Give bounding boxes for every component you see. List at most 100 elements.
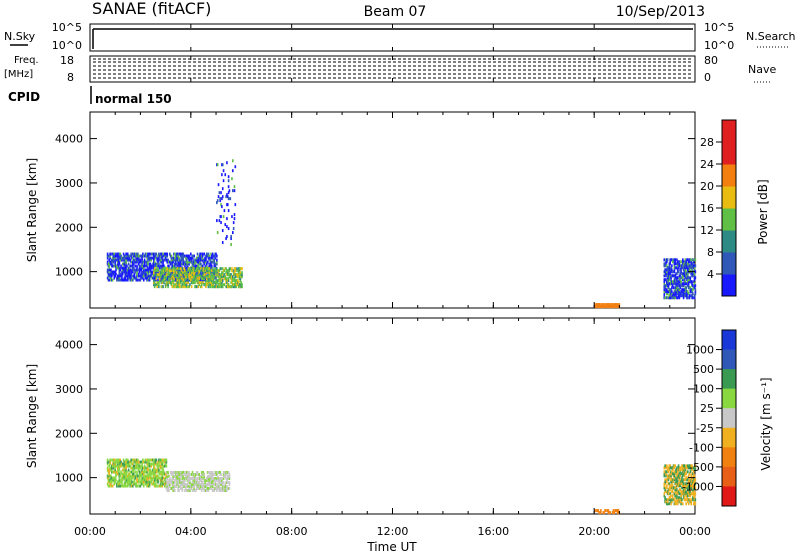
- echo-cell: [138, 470, 141, 474]
- echo-cell: [211, 277, 214, 281]
- echo-cell: [687, 268, 689, 272]
- echo-cell: [189, 277, 191, 281]
- echo-cell: [139, 254, 142, 258]
- echo-cell: [147, 472, 149, 476]
- echo-cell: [687, 470, 689, 474]
- echo-cell: [687, 482, 690, 486]
- echo-cell: [664, 496, 666, 500]
- echo-cell: [215, 482, 217, 486]
- echo-cell: [232, 159, 234, 163]
- echo-cell: [197, 285, 200, 289]
- echo-cell: [671, 478, 674, 482]
- echo-cell: [229, 267, 232, 271]
- echo-cell: [208, 254, 211, 258]
- echo-cell: [690, 290, 692, 294]
- echo-cell: [106, 466, 109, 470]
- echo-cell: [184, 270, 187, 274]
- echo-cell: [670, 474, 672, 478]
- echo-cell: [169, 281, 172, 285]
- echo-cell: [156, 258, 158, 262]
- echo-cell: [145, 276, 148, 280]
- echo-cell: [668, 482, 671, 486]
- echo-cell: [683, 266, 686, 270]
- echo-cell: [205, 258, 207, 262]
- echo-cell: [127, 462, 130, 466]
- echo-cell: [222, 215, 225, 219]
- echo-cell: [207, 476, 210, 480]
- echo-cell: [607, 509, 610, 513]
- echo-cell: [165, 275, 168, 279]
- echo-cell: [115, 252, 117, 256]
- echo-cell: [677, 484, 680, 488]
- echo-cell: [209, 264, 211, 268]
- echo-cell: [216, 219, 218, 223]
- echo-cell: [113, 462, 116, 466]
- echo-cell: [190, 482, 193, 486]
- echo-cell: [147, 268, 150, 272]
- echo-cell: [193, 264, 195, 268]
- echo-cell: [123, 466, 126, 470]
- echo-cell: [187, 269, 190, 273]
- echo-cell: [234, 285, 237, 289]
- echo-cell: [216, 272, 218, 276]
- echo-cell: [216, 474, 219, 478]
- echo-cell: [142, 276, 144, 280]
- echo-cell: [202, 470, 205, 474]
- echo-cell: [176, 252, 179, 256]
- echo-cell: [202, 472, 205, 476]
- echo-cell: [130, 466, 132, 470]
- echo-cell: [233, 217, 236, 221]
- echo-cell: [184, 478, 186, 482]
- echo-cell: [158, 258, 161, 262]
- echo-cell: [121, 272, 124, 276]
- echo-cell: [128, 478, 131, 482]
- y-tick-label: 4000: [55, 339, 83, 352]
- echo-cell: [131, 474, 133, 478]
- echo-cell: [240, 285, 243, 289]
- echo-cell: [153, 254, 155, 258]
- echo-cell: [685, 270, 687, 274]
- echo-cell: [671, 296, 674, 300]
- echo-cell: [147, 474, 149, 478]
- echo-cell: [205, 269, 207, 273]
- echo-cell: [141, 266, 143, 270]
- echo-cell: [165, 269, 168, 273]
- echo-cell: [121, 270, 124, 274]
- echo-cell: [168, 269, 171, 273]
- echo-cell: [142, 274, 145, 278]
- echo-cell: [680, 284, 682, 288]
- echo-cell: [675, 280, 677, 284]
- echo-cell: [166, 252, 169, 256]
- echo-cell: [675, 480, 677, 484]
- echo-cell: [122, 462, 125, 466]
- echo-cell: [678, 484, 681, 488]
- echo-cell: [150, 458, 153, 462]
- echo-cell: [174, 260, 177, 264]
- echo-cell: [181, 275, 184, 279]
- echo-cell: [133, 258, 136, 262]
- echo-cell: [136, 474, 138, 478]
- echo-cell: [685, 272, 687, 276]
- echo-cell: [160, 260, 163, 264]
- echo-cell: [213, 262, 216, 266]
- echo-cell: [153, 266, 155, 270]
- echo-cell: [132, 270, 134, 274]
- echo-cell: [671, 274, 674, 278]
- echo-cell: [188, 273, 190, 277]
- echo-cell: [128, 480, 131, 484]
- echo-cell: [129, 480, 132, 484]
- echo-cell: [189, 482, 191, 486]
- echo-cell: [116, 482, 118, 486]
- echo-cell: [160, 472, 163, 476]
- colorbar-tick-label: -500: [689, 461, 714, 474]
- echo-cell: [179, 472, 181, 476]
- echo-cell: [674, 488, 677, 492]
- echo-cell: [134, 270, 137, 274]
- echo-cell: [133, 254, 136, 258]
- echo-cell: [686, 272, 688, 276]
- echo-cell: [184, 285, 187, 289]
- echo-cell: [208, 258, 211, 262]
- echo-cell: [678, 276, 681, 280]
- echo-cell: [189, 256, 192, 260]
- echo-cell: [150, 462, 153, 466]
